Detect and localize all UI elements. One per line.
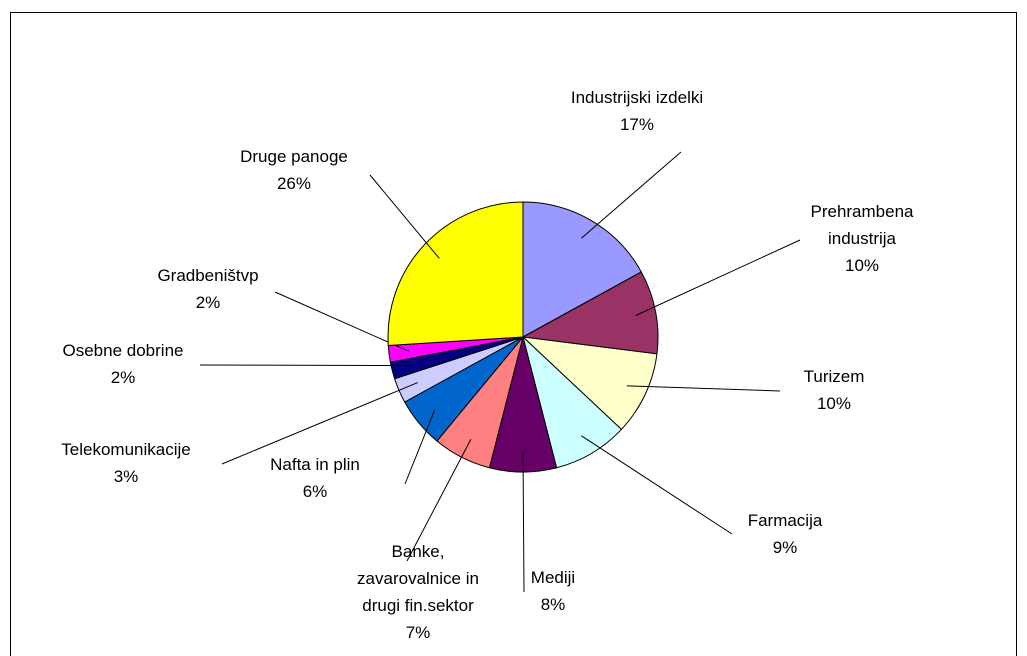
leader-line (626, 385, 781, 392)
slice-label: Turizem 10% (804, 363, 865, 417)
slice-label: Prehrambena industrija 10% (795, 198, 930, 279)
pie-slice (521, 271, 659, 355)
leader-line (199, 364, 412, 367)
slice-name: Industrijski izdelki (570, 88, 704, 107)
slice-name: Turizem (803, 367, 865, 386)
leader-line (522, 451, 525, 593)
slice-label: Druge panoge 26% (240, 143, 348, 197)
slice-value: 7% (405, 623, 431, 642)
slice-value: 9% (772, 538, 798, 557)
slice-name: Gradbeništvp (157, 266, 259, 285)
slice-label: Industrijski izdelki 17% (571, 84, 703, 138)
slice-value: 8% (540, 595, 566, 614)
slice-label: Gradbeništvp 2% (157, 262, 258, 316)
slice-value: 10% (816, 394, 852, 413)
slice-value: 10% (844, 256, 880, 275)
slice-name: Telekomunikacije (61, 440, 191, 459)
slice-name: Osebne dobrine (62, 341, 184, 360)
leader-line (369, 174, 440, 259)
leader-line (274, 291, 410, 352)
slice-name: Banke, zavarovalnice in drugi fin.sektor (357, 542, 479, 615)
pie-slice (387, 201, 524, 347)
slice-label: Osebne dobrine 2% (63, 337, 184, 391)
pie-slice (522, 201, 642, 338)
slice-label: Nafta in plin 6% (270, 451, 360, 505)
slice-label: Farmacija 9% (748, 507, 823, 561)
slice-name: Prehrambena industrija (810, 202, 914, 248)
leader-line (581, 435, 733, 535)
leader-line (404, 409, 436, 485)
slice-value: 2% (195, 293, 221, 312)
slice-value: 17% (619, 115, 655, 134)
leader-line (221, 382, 418, 465)
slice-value: 3% (113, 467, 139, 486)
slice-name: Nafta in plin (270, 455, 360, 474)
slice-name: Mediji (530, 568, 576, 587)
slice-label: Telekomunikacije 3% (61, 436, 190, 490)
slice-value: 6% (302, 482, 328, 501)
slice-value: 26% (276, 174, 312, 193)
slice-label: Mediji 8% (531, 564, 575, 618)
slice-value: 2% (110, 368, 136, 387)
pie-slice (521, 336, 658, 431)
leader-line (635, 239, 801, 316)
slice-label: Banke, zavarovalnice in drugi fin.sektor… (343, 538, 493, 646)
slice-name: Druge panoge (240, 147, 348, 166)
leader-line (581, 151, 682, 239)
leader-line (406, 439, 472, 562)
slice-name: Farmacija (747, 511, 823, 530)
